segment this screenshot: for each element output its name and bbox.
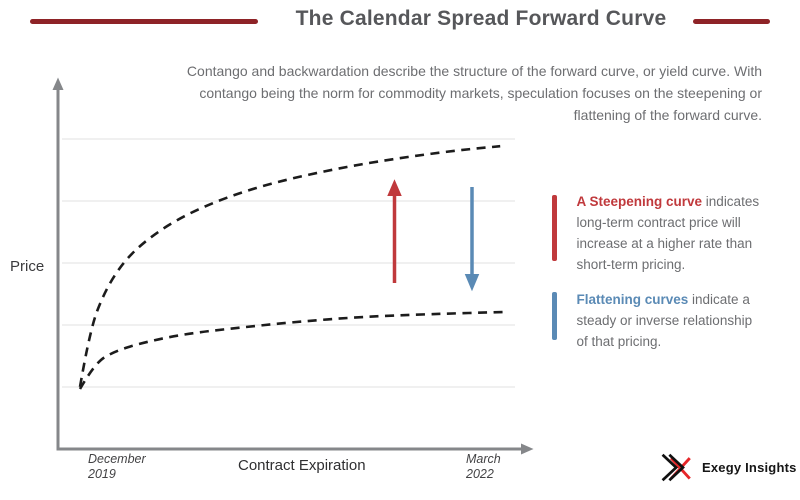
intro-line-1: Contango and backwardation describe the … bbox=[186, 63, 762, 79]
flattening-line1-rest: indicate a bbox=[688, 292, 750, 307]
flattening-down-arrow-icon bbox=[464, 187, 480, 292]
march-2022-label: March 2022 bbox=[466, 452, 501, 481]
flattening-note-line: of that pricing. bbox=[576, 334, 662, 349]
flattening-note: Flattening curves indicate a steady or i… bbox=[552, 289, 752, 352]
exegy-logo: Exegy Insights bbox=[660, 451, 797, 484]
header-rule-left bbox=[30, 19, 258, 24]
steepening-curve bbox=[78, 144, 501, 388]
steepening-accent-bar bbox=[552, 195, 557, 261]
steepening-highlight: A Steepening curve bbox=[576, 194, 703, 209]
steepening-note-line: A Steepening curve indicates bbox=[577, 191, 760, 212]
exegy-logo-icon bbox=[661, 453, 691, 482]
flattening-note-text: Flattening curves indicate a steady or i… bbox=[577, 289, 753, 352]
december-2019-label: December 2019 bbox=[88, 452, 146, 481]
intro-text: Contango and backwardation describe the … bbox=[187, 60, 762, 126]
forward-curve-chart bbox=[52, 77, 534, 455]
logo-black-chevron bbox=[661, 453, 679, 482]
steepening-note-line: short-term pricing. bbox=[576, 257, 686, 272]
steepening-note: A Steepening curve indicates long-term c… bbox=[552, 191, 759, 275]
steepening-note-text: A Steepening curve indicates long-term c… bbox=[577, 191, 760, 275]
logo-black-chevron bbox=[668, 453, 685, 482]
steepening-line1-rest: indicates bbox=[702, 194, 760, 209]
steepening-note-line: increase at a higher rate than bbox=[576, 236, 753, 251]
gridlines bbox=[62, 138, 515, 388]
x-axis-arrowhead-icon bbox=[521, 443, 534, 455]
flattening-note-line: steady or inverse relationship bbox=[576, 313, 753, 328]
steepening-note-line: long-term contract price will bbox=[576, 215, 741, 230]
header-rule-right bbox=[693, 19, 770, 24]
intro-line-3: flattening of the forward curve. bbox=[573, 107, 762, 123]
y-axis-arrowhead-icon bbox=[52, 77, 64, 90]
exegy-brand-text: Exegy Insights bbox=[702, 460, 797, 475]
forward-curves bbox=[78, 144, 508, 390]
intro-line-2: contango being the norm for commodity ma… bbox=[199, 85, 762, 101]
y-axis bbox=[52, 77, 64, 451]
steepening-up-arrow-icon bbox=[387, 179, 402, 283]
flattening-note-line: Flattening curves indicate a bbox=[577, 289, 753, 310]
flattening-curve bbox=[78, 310, 508, 390]
page-title: The Calendar Spread Forward Curve bbox=[295, 7, 667, 30]
contract-expiration-label: Contract Expiration bbox=[238, 457, 366, 474]
price-axis-label: Price bbox=[10, 258, 45, 275]
flattening-accent-bar bbox=[552, 292, 557, 340]
flattening-highlight: Flattening curves bbox=[576, 292, 689, 307]
x-axis bbox=[56, 443, 534, 455]
